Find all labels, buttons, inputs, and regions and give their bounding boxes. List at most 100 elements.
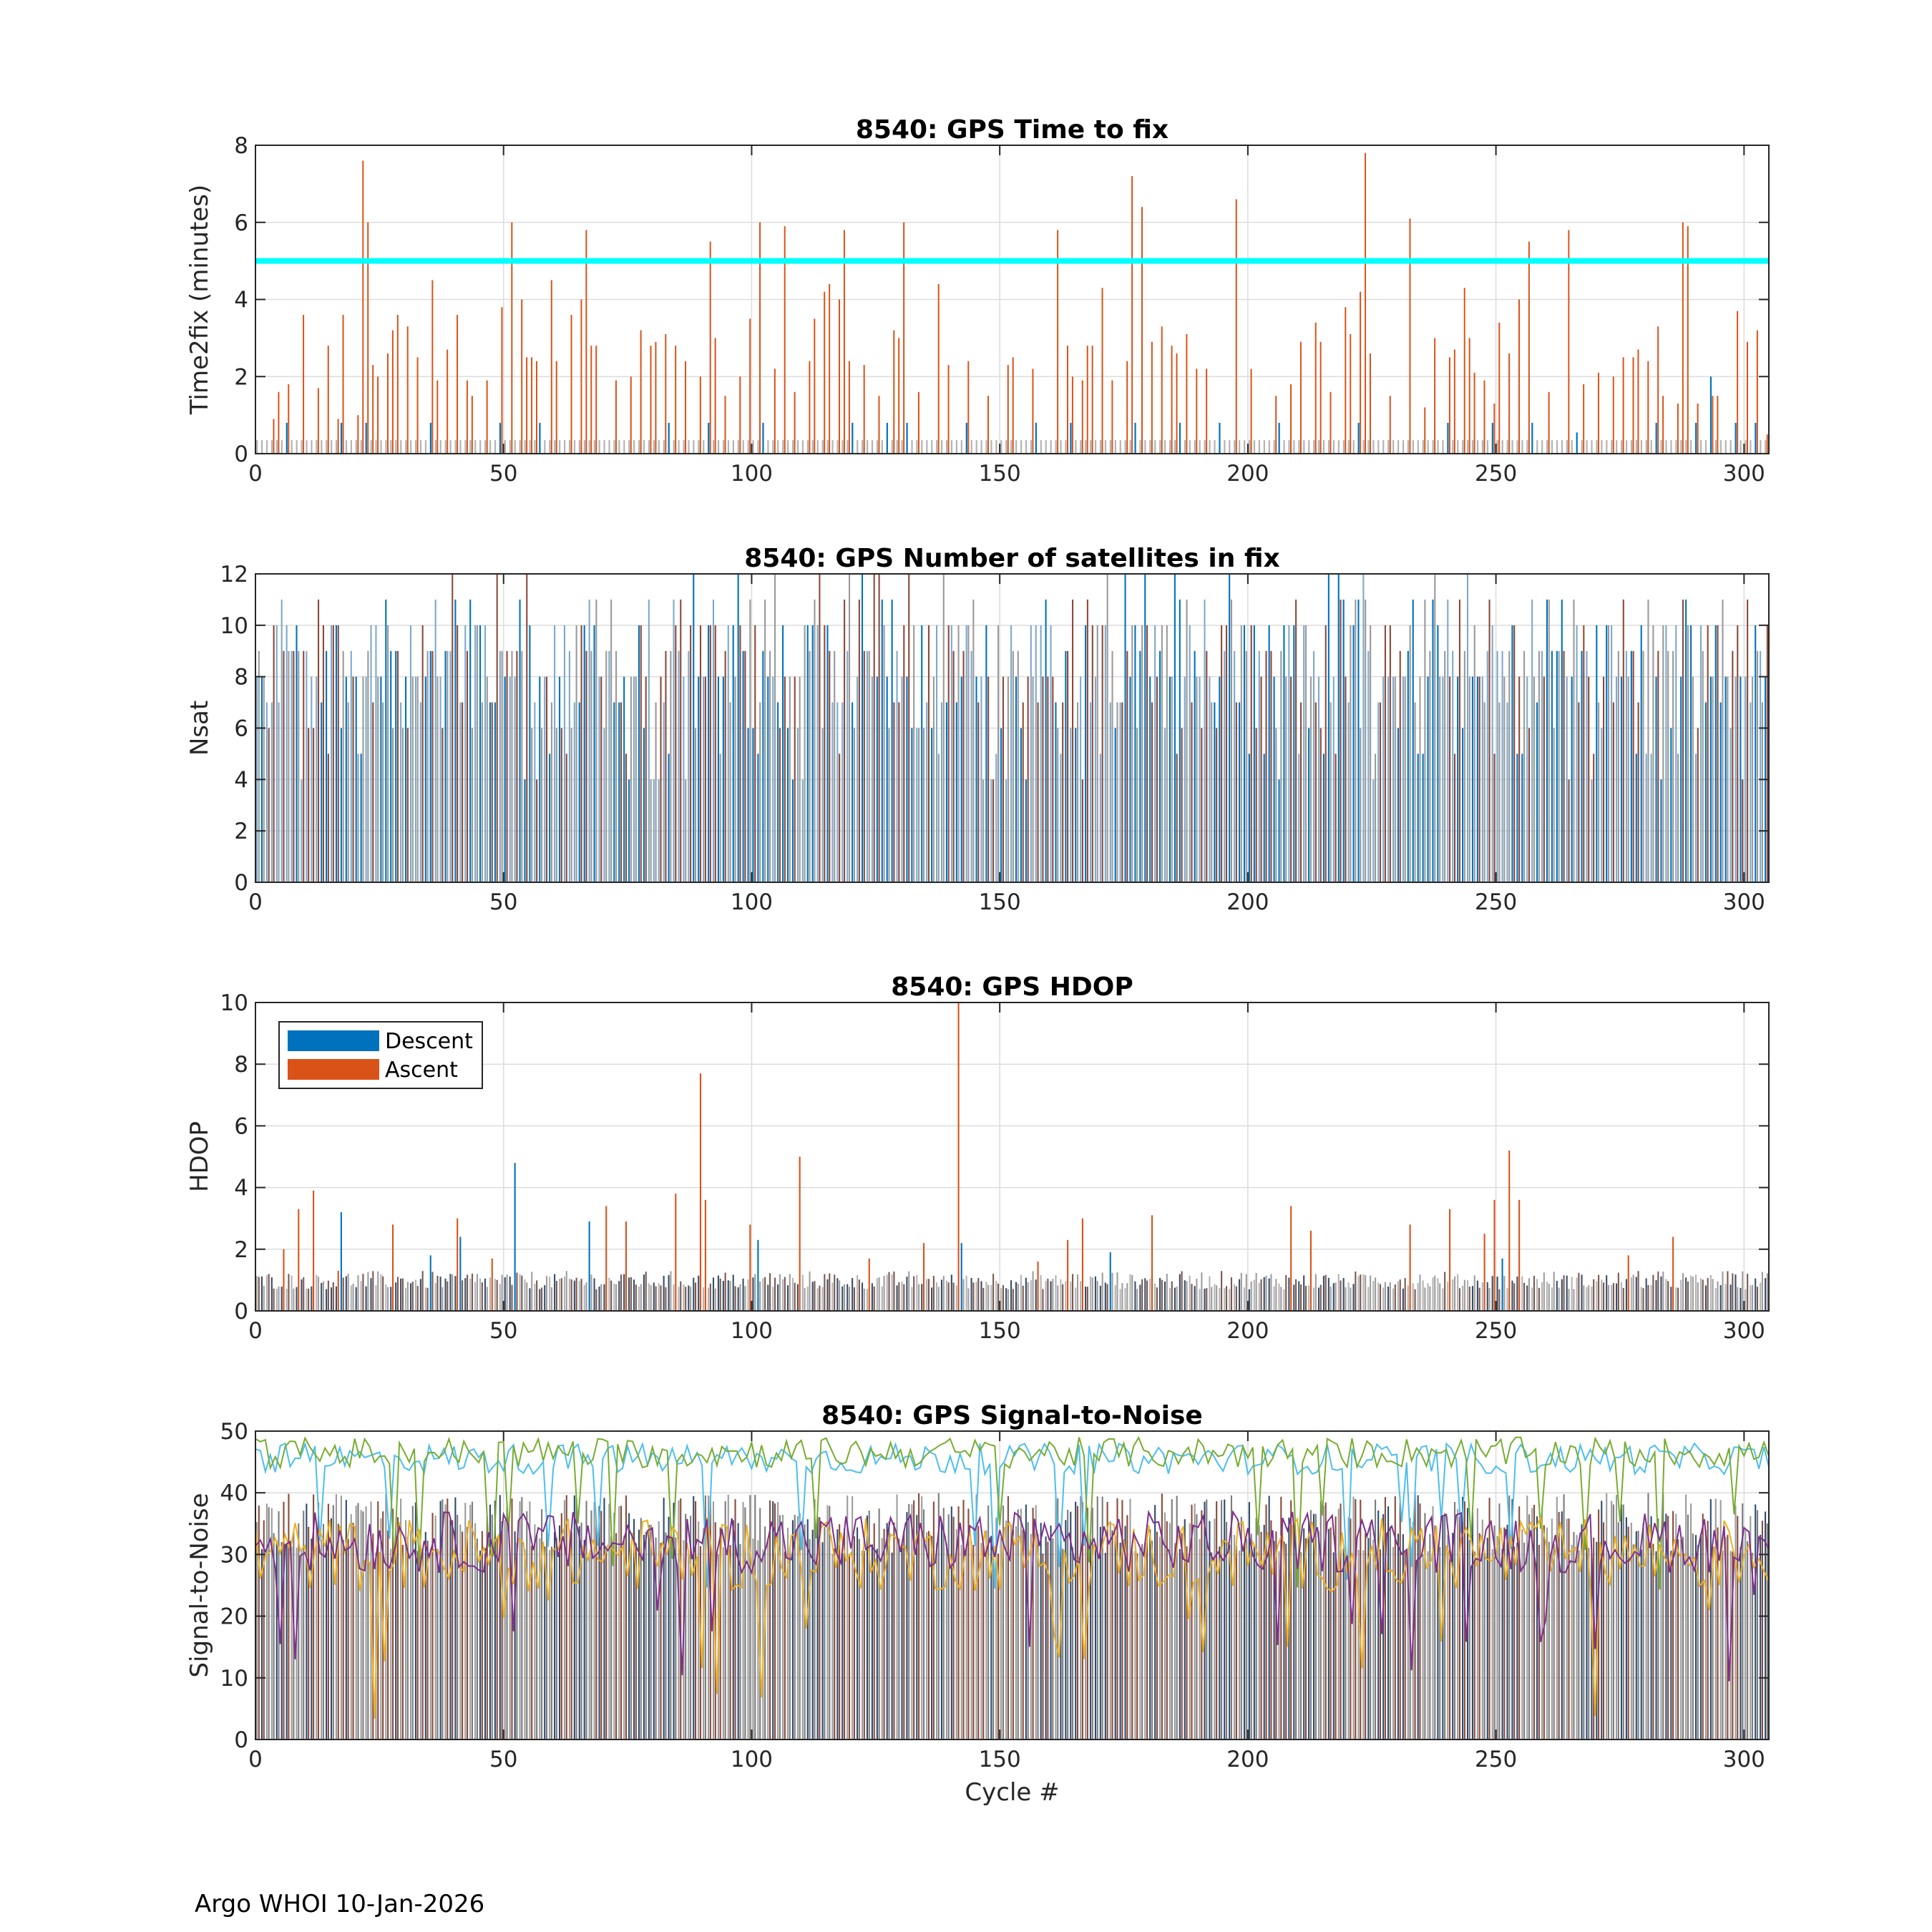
- descent-bar: [1278, 422, 1280, 454]
- ascent-bar: [452, 574, 454, 882]
- ascent-bar: [1304, 625, 1307, 882]
- descent-bar: [564, 440, 566, 454]
- descent-bar: [539, 1289, 541, 1311]
- ascent-bar: [1722, 599, 1724, 882]
- descent-bar: [1521, 1529, 1523, 1740]
- descent-bar: [1709, 676, 1712, 882]
- descent-bar: [1298, 753, 1300, 882]
- ascent-bar: [1086, 1287, 1088, 1311]
- descent-bar: [1357, 599, 1360, 882]
- descent-bar: [444, 1278, 447, 1311]
- descent-bar: [1432, 599, 1434, 882]
- ascent-bar: [1141, 625, 1143, 882]
- descent-bar: [727, 1280, 729, 1311]
- descent-bar: [931, 728, 933, 882]
- descent-bar: [965, 1275, 967, 1311]
- descent-bar: [683, 676, 685, 882]
- ascent-bar: [580, 1279, 582, 1311]
- ascent-bar: [1389, 1526, 1391, 1740]
- descent-bar: [1501, 1548, 1503, 1740]
- ascent-bar: [1508, 1150, 1511, 1311]
- descent-bar: [563, 625, 566, 882]
- ascent-bar: [937, 753, 940, 882]
- ascent-bar: [531, 1546, 533, 1740]
- descent-bar: [280, 599, 283, 882]
- ascent-bar: [1568, 1288, 1570, 1311]
- descent-bar: [1089, 1538, 1092, 1740]
- descent-bar: [1109, 1521, 1111, 1740]
- y-axis-label: Nsat: [185, 701, 214, 756]
- descent-bar: [434, 440, 436, 454]
- descent-bar: [499, 422, 502, 454]
- ascent-bar: [1186, 333, 1188, 454]
- descent-bar: [950, 1506, 952, 1740]
- ascent-bar: [1468, 676, 1470, 882]
- descent-bar: [1591, 1286, 1593, 1311]
- ascent-bar: [416, 1551, 419, 1740]
- descent-bar: [911, 728, 913, 882]
- ascent-bar: [1528, 1514, 1531, 1740]
- ascent-bar: [774, 369, 776, 454]
- ascent-bar: [1682, 222, 1684, 454]
- ascent-bar: [1747, 1541, 1749, 1740]
- descent-bar: [459, 702, 462, 882]
- ascent-bar: [1468, 338, 1470, 454]
- descent-bar: [717, 676, 719, 882]
- ascent-bar: [1379, 702, 1382, 882]
- descent-bar: [1342, 599, 1345, 882]
- descent-bar: [296, 625, 298, 882]
- descent-bar: [405, 676, 407, 882]
- descent-bar: [1427, 440, 1429, 454]
- ascent-bar: [1355, 599, 1357, 882]
- descent-bar: [380, 676, 382, 882]
- ascent-bar: [372, 1533, 374, 1740]
- descent-bar: [1025, 1504, 1027, 1740]
- descent-bar: [1065, 650, 1067, 882]
- descent-bar: [613, 1513, 615, 1740]
- descent-bar: [1209, 1276, 1211, 1311]
- ascent-bar: [1409, 218, 1411, 454]
- descent-bar: [852, 1278, 854, 1311]
- descent-bar: [1313, 650, 1315, 882]
- ascent-bar: [1488, 1288, 1491, 1311]
- descent-bar: [1075, 1501, 1077, 1740]
- descent-bar: [1616, 1283, 1618, 1311]
- descent-bar: [1159, 1277, 1161, 1311]
- legend-label: Ascent: [385, 1058, 458, 1083]
- descent-bar: [970, 1541, 972, 1740]
- descent-bar: [1229, 1544, 1231, 1740]
- descent-bar: [767, 440, 769, 454]
- descent-bar: [360, 1281, 362, 1311]
- descent-bar: [454, 599, 457, 882]
- ascent-bar: [1022, 1529, 1024, 1740]
- ascent-bar: [585, 1282, 587, 1311]
- descent-bar: [1422, 440, 1424, 454]
- descent-bar: [1248, 753, 1250, 882]
- descent-bar: [1491, 625, 1493, 882]
- x-tick-label: 50: [489, 889, 517, 915]
- ascent-bar: [1732, 650, 1734, 882]
- descent-bar: [1278, 779, 1280, 882]
- ascent-bar: [441, 728, 444, 882]
- ascent-bar: [1365, 1275, 1367, 1311]
- ascent-bar: [1012, 650, 1014, 882]
- ascent-bar: [1498, 1503, 1501, 1740]
- descent-bar: [469, 1278, 472, 1311]
- descent-bar: [816, 440, 819, 454]
- descent-bar: [1690, 1275, 1692, 1311]
- ascent-bar: [396, 1517, 399, 1740]
- ascent-bar: [283, 650, 285, 882]
- descent-bar: [1536, 440, 1538, 454]
- descent-bar: [380, 1518, 382, 1740]
- ascent-bar: [431, 1513, 434, 1740]
- descent-bar: [841, 1553, 844, 1740]
- ascent-bar: [1096, 625, 1098, 882]
- descent-bar: [1750, 702, 1752, 882]
- ascent-bar: [308, 1288, 310, 1311]
- descent-bar: [990, 1284, 992, 1311]
- descent-bar: [1204, 1288, 1206, 1311]
- descent-bar: [474, 625, 477, 882]
- descent-bar: [1481, 440, 1484, 454]
- ascent-bar: [1538, 650, 1540, 882]
- ascent-bar: [1255, 1518, 1257, 1740]
